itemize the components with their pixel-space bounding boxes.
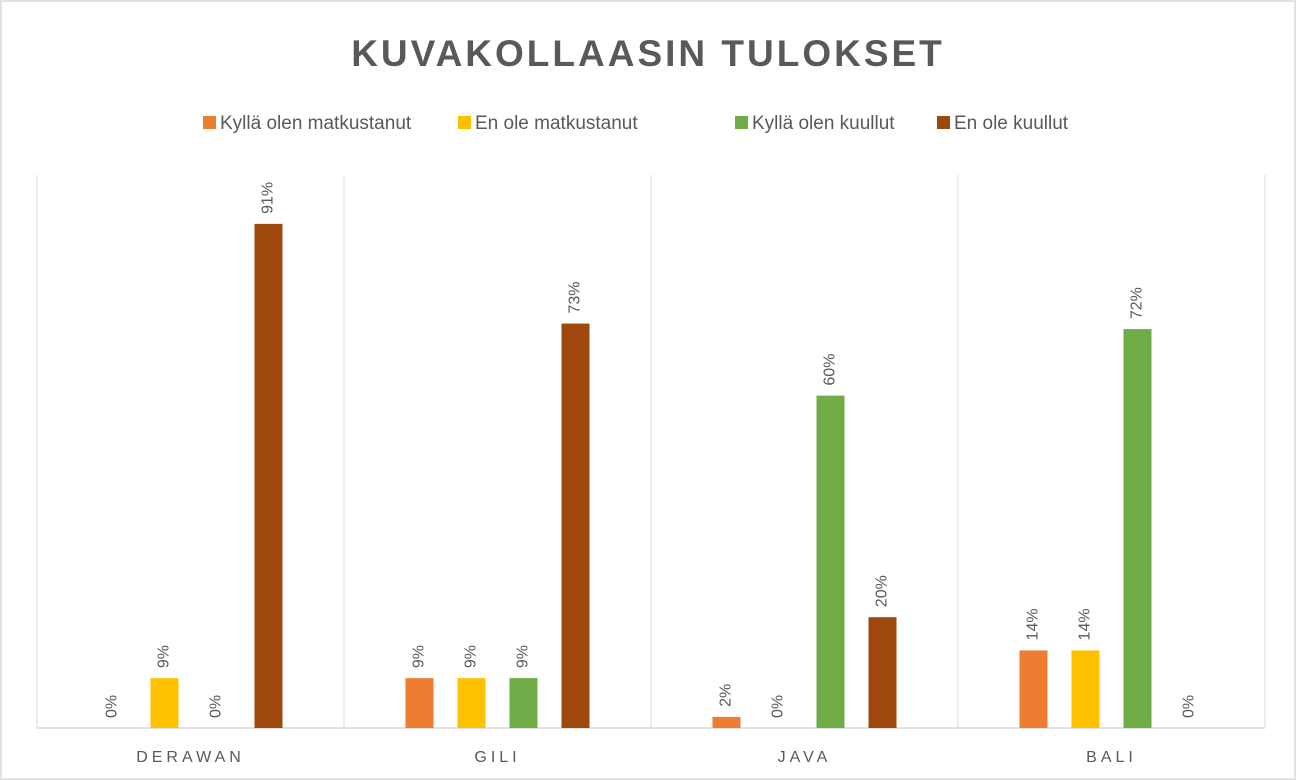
data-label: 72% xyxy=(1129,287,1146,319)
data-label: 0% xyxy=(770,695,787,718)
data-label: 14% xyxy=(1077,608,1094,640)
legend-label: Kyllä olen matkustanut xyxy=(220,113,412,134)
data-label: 2% xyxy=(718,684,735,707)
bar xyxy=(868,617,897,728)
bar xyxy=(254,223,283,729)
data-label: 9% xyxy=(515,645,532,668)
bar xyxy=(1123,329,1152,728)
bar xyxy=(1019,650,1048,728)
bar xyxy=(405,678,434,728)
x-tick-label: BALI xyxy=(1086,749,1137,766)
data-label: 14% xyxy=(1025,608,1042,640)
x-tick-label: GILI xyxy=(474,749,520,766)
bar xyxy=(816,395,845,728)
legend-label: En ole kuullut xyxy=(954,113,1069,134)
data-label: 60% xyxy=(822,354,839,386)
data-label: 9% xyxy=(156,645,173,668)
legend-label: En ole matkustanut xyxy=(475,113,638,134)
data-label: 9% xyxy=(411,645,428,668)
data-label: 9% xyxy=(463,645,480,668)
data-label: 20% xyxy=(874,575,891,607)
data-label: 91% xyxy=(260,182,277,214)
x-tick-label: DERAWAN xyxy=(136,749,245,766)
bar xyxy=(457,678,486,728)
legend-swatch xyxy=(458,116,471,129)
bar xyxy=(561,323,590,728)
legend-label: Kyllä olen kuullut xyxy=(752,113,895,134)
bar xyxy=(150,678,179,728)
data-label: 0% xyxy=(1181,695,1198,718)
bar xyxy=(1071,650,1100,728)
data-label: 0% xyxy=(208,695,225,718)
legend-swatch xyxy=(735,116,748,129)
chart-title: KUVAKOLLAASIN TULOKSET xyxy=(351,33,945,74)
data-label: 0% xyxy=(104,695,121,718)
bar xyxy=(509,678,538,728)
data-label: 73% xyxy=(567,282,584,314)
bar xyxy=(712,716,741,728)
x-tick-label: JAVA xyxy=(778,749,832,766)
legend-swatch xyxy=(937,116,950,129)
legend-swatch xyxy=(203,116,216,129)
